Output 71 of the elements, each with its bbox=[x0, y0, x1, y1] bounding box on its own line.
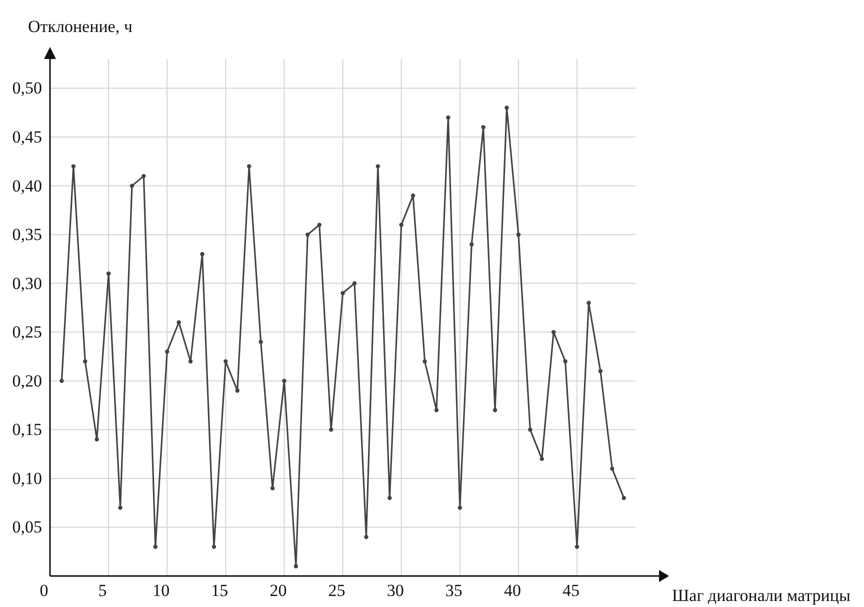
point bbox=[610, 466, 614, 471]
point bbox=[458, 506, 462, 510]
point bbox=[340, 291, 345, 296]
point bbox=[470, 242, 474, 246]
point bbox=[364, 534, 368, 540]
point bbox=[563, 359, 568, 364]
point bbox=[176, 320, 181, 324]
point bbox=[60, 378, 64, 384]
point bbox=[481, 125, 486, 130]
x-tick-label: 0 bbox=[40, 581, 48, 600]
point bbox=[399, 222, 404, 227]
y-tick-label: 0,10 bbox=[12, 468, 42, 488]
x-tick-label: 25 bbox=[328, 581, 346, 600]
point bbox=[270, 486, 275, 490]
x-tick-label: 5 bbox=[98, 581, 107, 600]
y-tick-label: 0,05 bbox=[12, 518, 42, 537]
point bbox=[446, 115, 450, 120]
point bbox=[235, 388, 240, 393]
point bbox=[317, 222, 322, 227]
point bbox=[410, 193, 416, 198]
x-tick-label: 15 bbox=[211, 581, 228, 600]
point bbox=[224, 359, 228, 364]
point bbox=[622, 496, 626, 500]
point bbox=[328, 428, 334, 432]
x-tick-label: 45 bbox=[562, 581, 580, 600]
point bbox=[188, 359, 193, 364]
x-tick-label: 40 bbox=[504, 581, 521, 600]
point bbox=[106, 271, 111, 276]
point bbox=[282, 378, 286, 384]
point bbox=[574, 544, 580, 549]
y-tick-label: 0,35 bbox=[12, 225, 42, 244]
point bbox=[294, 564, 298, 568]
point bbox=[516, 232, 521, 237]
point bbox=[142, 174, 146, 178]
y-tick-label: 0,45 bbox=[12, 127, 42, 146]
point bbox=[153, 544, 158, 549]
point bbox=[94, 437, 99, 442]
point bbox=[246, 164, 252, 168]
point bbox=[212, 544, 216, 549]
y-tick-label: 0,40 bbox=[12, 176, 42, 196]
point bbox=[306, 232, 310, 237]
x-tick-label: 10 bbox=[152, 581, 170, 600]
point bbox=[528, 428, 532, 432]
x-tick-label: 30 bbox=[386, 581, 404, 600]
point bbox=[200, 252, 204, 256]
point bbox=[598, 369, 603, 374]
y-axis-title: Отклонение, ч bbox=[28, 17, 133, 36]
y-tick-label: 0,30 bbox=[12, 274, 42, 293]
point bbox=[540, 456, 544, 462]
y-tick-label: 0,25 bbox=[12, 322, 42, 342]
y-tick-label: 0,50 bbox=[12, 78, 42, 98]
point bbox=[551, 330, 556, 334]
point bbox=[352, 281, 357, 286]
point bbox=[258, 340, 263, 344]
x-tick-label: 35 bbox=[445, 581, 462, 600]
point bbox=[388, 496, 392, 500]
point bbox=[492, 408, 498, 412]
point bbox=[71, 164, 76, 168]
point bbox=[586, 300, 591, 305]
point bbox=[118, 506, 122, 510]
point bbox=[165, 350, 170, 354]
point bbox=[83, 359, 88, 364]
x-tick-label: 20 bbox=[270, 581, 287, 600]
point bbox=[504, 106, 509, 110]
x-axis-title: Шаг диагонали матрицы bbox=[672, 586, 851, 605]
point bbox=[376, 164, 380, 168]
y-tick-label: 0,20 bbox=[12, 371, 42, 390]
point bbox=[130, 184, 134, 188]
point bbox=[422, 359, 427, 364]
y-tick-label: 0,15 bbox=[12, 420, 42, 440]
point bbox=[434, 408, 439, 412]
